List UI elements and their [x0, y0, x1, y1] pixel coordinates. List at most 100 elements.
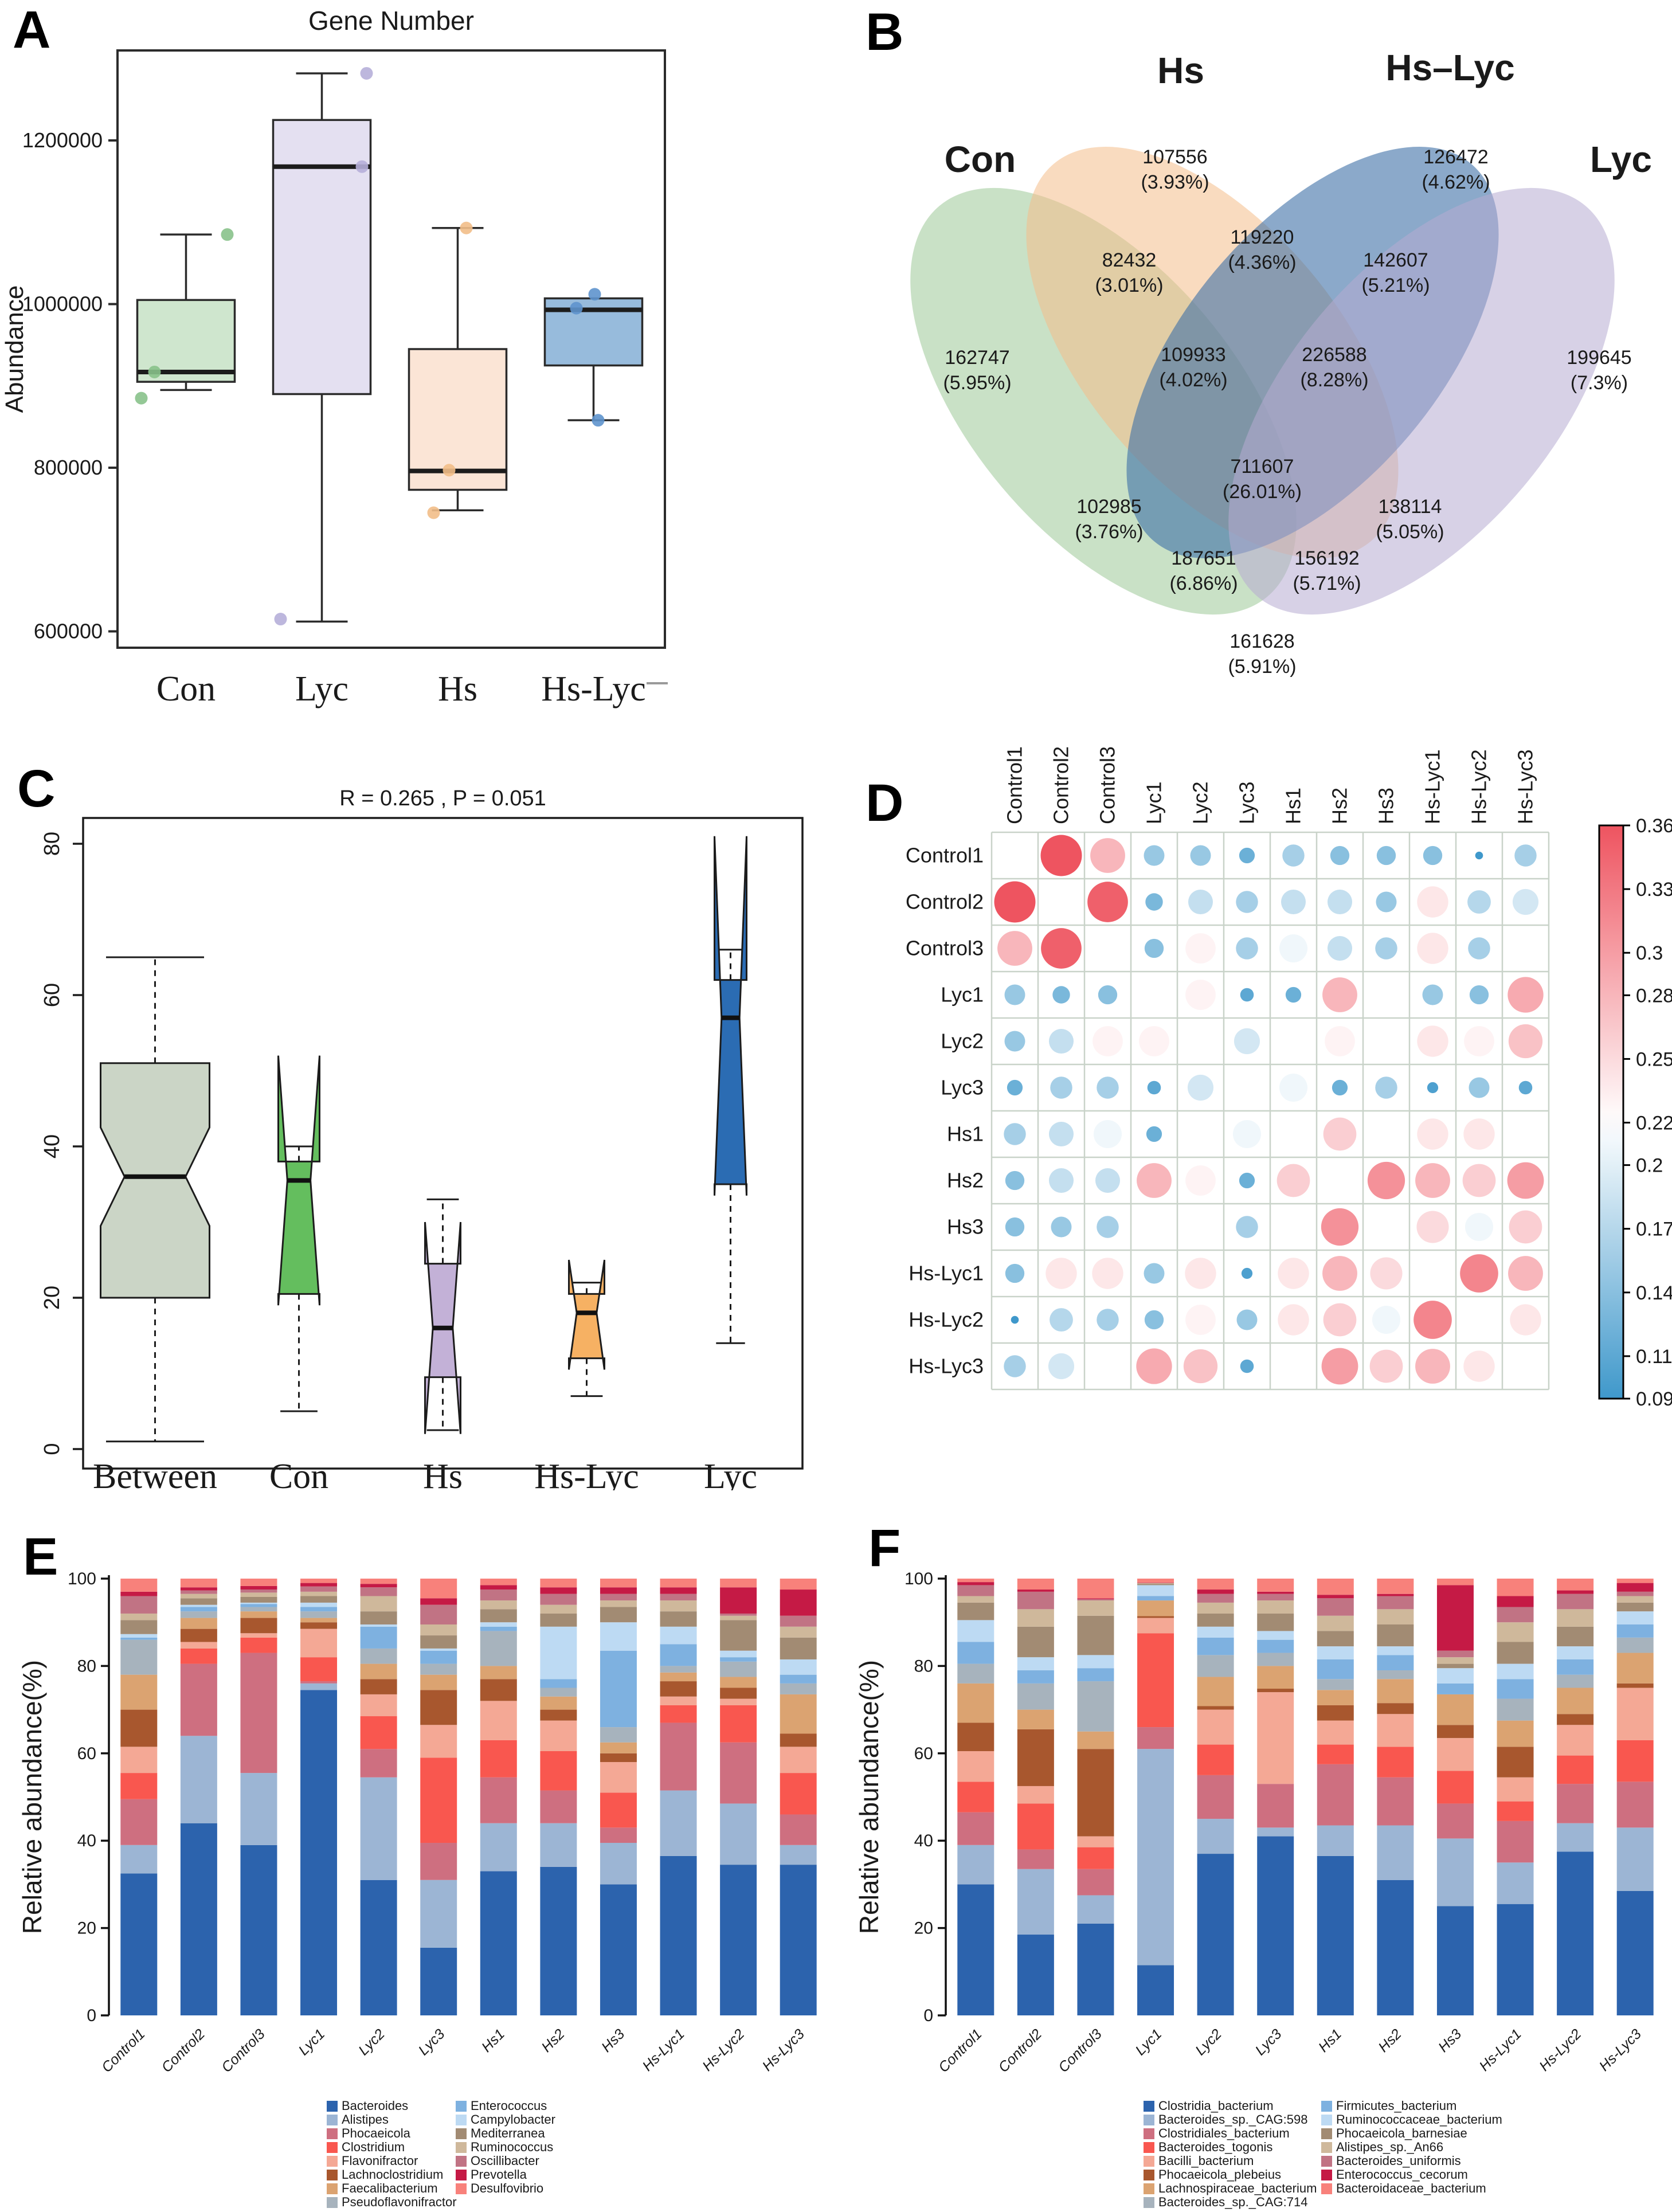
bar-segment — [1616, 1683, 1654, 1688]
bar-segment — [1616, 1611, 1654, 1625]
x-category-label: Lyc1 — [1132, 2026, 1165, 2058]
bar-segment — [1077, 1847, 1114, 1869]
bar-segment — [1197, 1854, 1234, 2015]
corr-cell-circle — [1372, 1027, 1401, 1056]
corr-cell-circle — [1369, 1349, 1403, 1383]
corr-cell-circle — [1511, 1119, 1540, 1149]
row-label: Hs-Lyc1 — [909, 1262, 984, 1285]
bar-segment — [1137, 1584, 1174, 1585]
bar-segment — [1137, 1727, 1174, 1749]
venn-region-pct: (5.91%) — [1228, 656, 1296, 678]
x-category-label: Control2 — [995, 2026, 1045, 2076]
bar-segment — [120, 1709, 158, 1747]
corr-cell-circle — [1098, 985, 1118, 1005]
bar-segment — [660, 1696, 697, 1705]
corr-cell-circle — [1095, 1168, 1121, 1193]
bar-segment — [180, 1604, 217, 1607]
bar-segment — [1377, 1747, 1414, 1778]
bar-segment — [1497, 1622, 1534, 1642]
venn-region-pct: (4.02%) — [1159, 369, 1227, 391]
legend-swatch — [1144, 2128, 1154, 2139]
bar-segment — [660, 1611, 697, 1627]
corr-cell-circle — [1048, 1028, 1074, 1054]
bar-segment — [360, 1587, 397, 1596]
y-tick-label: 40 — [77, 1831, 96, 1850]
legend-label: Lachnoclostridium — [342, 2167, 443, 2182]
corr-cell-circle — [1240, 1359, 1254, 1373]
legend-swatch — [456, 2183, 467, 2194]
corr-cell-circle — [1186, 1119, 1215, 1149]
corr-cell-circle — [1514, 844, 1537, 867]
bar-segment — [1017, 1670, 1054, 1684]
col-label: Control2 — [1050, 746, 1073, 824]
jitter-point — [148, 365, 161, 378]
bar-segment — [300, 1611, 338, 1618]
bar-segment — [420, 1880, 457, 1948]
bar-segment — [540, 1604, 577, 1614]
legend-swatch — [1321, 2115, 1332, 2125]
corr-cell-circle — [1137, 1163, 1172, 1198]
bar-segment — [360, 1626, 397, 1649]
species-stacked-bar: 0 20 40 60 80 100 Relative abundance(%) Control… — [854, 1569, 1654, 2209]
y-tick-label: 600000 — [34, 619, 103, 643]
corr-cell-circle — [1463, 1350, 1495, 1382]
bar-segment — [1616, 1602, 1654, 1612]
panel-e-label: E — [23, 1528, 58, 1586]
bar-segment — [180, 1628, 217, 1642]
bar-segment — [300, 1586, 338, 1592]
bar-segment — [1557, 1590, 1594, 1594]
x-category-label: Hs3 — [1435, 2026, 1465, 2055]
bar-segment — [480, 1823, 517, 1872]
y-tick-label: 1200000 — [22, 128, 103, 152]
corr-cell-circle — [1417, 1025, 1448, 1057]
corr-cell-circle — [1279, 934, 1308, 963]
corr-cell-circle — [994, 881, 1036, 923]
corr-cell-circle — [1279, 1212, 1308, 1242]
legend-swatch — [456, 2115, 467, 2125]
bar-segment — [1017, 1709, 1054, 1729]
venn-region-pct: (4.36%) — [1228, 252, 1296, 273]
bar-segment — [1497, 1801, 1534, 1821]
bar-segment — [1377, 1825, 1414, 1880]
bar-segment — [780, 1747, 817, 1773]
bar-segment — [300, 1690, 338, 2015]
venn-region-pct: (7.3%) — [1571, 372, 1628, 394]
corr-cell-circle — [1327, 889, 1353, 915]
bar-segment — [720, 1742, 757, 1804]
corr-cell-circle — [1185, 933, 1216, 964]
correlation-matrix: Control1 Control1 Control2 Control2 Control3… — [906, 746, 1672, 1410]
bar-segment — [1317, 1595, 1354, 1599]
bar-segment — [1557, 1714, 1594, 1725]
bar-segment — [720, 1688, 757, 1699]
y-tick-label: 0 — [40, 1443, 64, 1455]
bar-segment — [540, 1823, 577, 1867]
corr-cell-circle — [1097, 1076, 1119, 1099]
bar-segment — [1317, 1825, 1354, 1856]
bar-segment — [120, 1747, 158, 1773]
bar-segment — [780, 1865, 817, 2015]
corr-cell-circle — [1144, 1310, 1164, 1330]
legend-label: Ruminococcaceae_bacterium — [1336, 2112, 1502, 2127]
bar-segment — [1137, 1616, 1174, 1618]
corr-cell-circle — [1011, 1316, 1019, 1324]
bar-segment — [1257, 1689, 1294, 1693]
legend-label: Bacteroides_sp._CAG:598 — [1158, 2112, 1308, 2127]
y-tick-label: 0 — [923, 2006, 933, 2025]
bar-segment — [957, 1845, 994, 1885]
corr-cell-circle — [1281, 889, 1306, 915]
bar-segment — [1436, 1650, 1474, 1658]
panel-c-label: C — [17, 759, 56, 818]
bar-segment — [720, 1705, 757, 1743]
bar-segment — [300, 1628, 338, 1658]
venn-region-pct: (4.62%) — [1422, 171, 1490, 193]
x-category-label: Con — [156, 670, 216, 708]
chart-title: R = 0.265 , P = 0.051 — [339, 786, 546, 811]
venn-region-pct: (3.76%) — [1075, 521, 1143, 543]
legend-label: Faecalibacterium — [342, 2181, 438, 2195]
bar-segment — [1197, 1613, 1234, 1627]
bar-segment — [1257, 1631, 1294, 1640]
bar-segment — [1436, 1738, 1474, 1771]
bar-segment — [660, 1681, 697, 1697]
bar-segment — [420, 1635, 457, 1649]
venn-region-pct: (3.01%) — [1095, 275, 1163, 296]
